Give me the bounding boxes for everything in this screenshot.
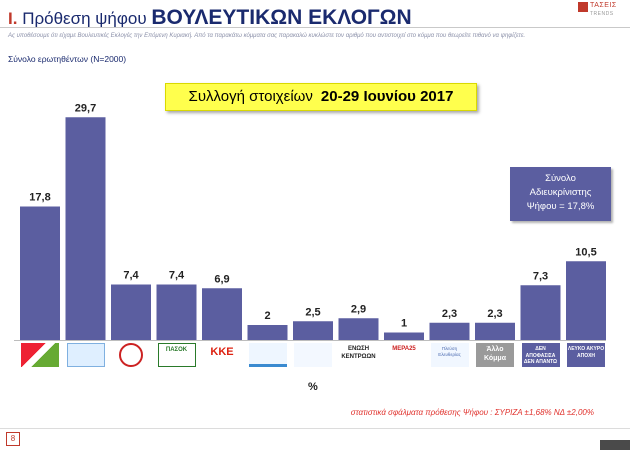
party-logo-text-10: Άλλο Κόμμα [483, 346, 507, 362]
bar-3 [156, 284, 197, 340]
bar-value-label-8: 1 [401, 318, 407, 330]
undecided-line3: Ψήφου = 17,8% [526, 201, 595, 212]
bar-value-label-1: 29,7 [75, 102, 96, 114]
bar-0 [20, 206, 60, 340]
undecided-line2: Αδιευκρίνιστης [529, 187, 592, 198]
page-number: 8 [6, 432, 20, 446]
bar-7 [338, 318, 379, 340]
undecided-total-box: Σύνολο Αδιευκρίνιστης Ψήφου = 17,8% [510, 167, 611, 221]
golden-dawn-logo-icon [119, 343, 143, 367]
title-prefix: I. [8, 9, 18, 28]
bar-value-label-0: 17,8 [29, 192, 50, 204]
header-divider [0, 27, 630, 28]
logo-name: ΤΑΣΕΙΣ [590, 2, 617, 9]
blank-label-icon: ΛΕΥΚΟ ΑΚΥΡΟ ΑΠΟΧΗ [567, 343, 605, 367]
bar-5 [247, 325, 288, 340]
bar-6 [293, 321, 333, 340]
bar-12 [566, 261, 606, 340]
undecided-line1: Σύνολο [545, 173, 576, 184]
nd-logo-icon [66, 343, 105, 367]
party-logo-text-7: ΕΝΩΣΗ ΚΕΝΤΡΩΩΝ [341, 346, 376, 360]
bar-8 [384, 332, 424, 340]
bar-value-label-4: 6,9 [214, 273, 229, 285]
party-logo-text-8: ΜΕΡΑ25 [392, 346, 416, 352]
question-note: Ας υποθέσουμε ότι είχαμε Βουλευτικές Εκλ… [8, 33, 526, 39]
bar-11 [520, 285, 561, 340]
logo-sub: TRENDS [590, 11, 614, 17]
party-logo-text-11: ΔΕΝ ΑΠΟΦΑΣΙΣΑ ΔΕΝ ΑΠΑΝΤΩ [523, 346, 558, 365]
collection-label: Συλλογή στοιχείων [188, 88, 313, 105]
bar-1 [65, 117, 106, 340]
title-big: ΒΟΥΛΕΥΤΙΚΩΝ ΕΚΛΟΓΩΝ [151, 6, 412, 29]
party-logo-text-9: Πλεύση Ελευθερίας [438, 346, 461, 357]
syriza-logo-icon [21, 343, 59, 367]
footer-divider [0, 428, 630, 429]
bar-10 [475, 322, 515, 340]
potami-logo-icon [248, 343, 287, 367]
enosi-kentroon-logo-icon: ΕΝΩΣΗ ΚΕΝΤΡΩΩΝ [339, 343, 378, 367]
error-margin-note: στατιστικά σφάλματα πρόθεσης Ψήφου : ΣΥΡ… [350, 408, 594, 417]
bar-2 [111, 284, 151, 340]
corner-bar [600, 440, 630, 450]
plefsi-logo-icon: Πλεύση Ελευθερίας [430, 343, 469, 367]
tasis-logo: ΤΑΣΕΙΣ TRENDS [578, 2, 624, 20]
bar-value-label-6: 2,5 [305, 306, 320, 318]
bar-value-label-12: 10,5 [575, 246, 596, 258]
sample-size: Σύνολο ερωτηθέντων (Ν=2000) [8, 54, 127, 64]
bar-value-label-10: 2,3 [487, 308, 502, 320]
bar-4 [202, 288, 242, 340]
title-normal: Πρόθεση ψήφου [22, 9, 147, 28]
undecided-label-icon: ΔΕΝ ΑΠΟΦΑΣΙΣΑ ΔΕΝ ΑΠΑΝΤΩ [521, 343, 560, 367]
bar-9 [429, 322, 470, 340]
brand-logo-icon [578, 2, 588, 12]
page-title: I. Πρόθεση ψήφου ΒΟΥΛΕΥΤΙΚΩΝ ΕΚΛΟΓΩΝ [8, 6, 412, 30]
bar-value-label-3: 7,4 [169, 270, 185, 282]
pasok-logo-icon: ΠΑΣΟΚ [157, 343, 196, 367]
bar-value-label-5: 2 [264, 310, 270, 322]
kke-logo-icon: KKE [203, 343, 241, 367]
x-axis-label: % [308, 381, 318, 393]
collection-dates: 20-29 Ιουνίου 2017 [320, 88, 454, 105]
anel-logo-icon [294, 343, 332, 367]
bar-value-label-11: 7,3 [533, 270, 548, 282]
other-party-icon: Άλλο Κόμμα [476, 343, 514, 367]
party-logo-text-3: ΠΑΣΟΚ [165, 347, 188, 353]
bar-value-label-7: 2,9 [351, 303, 366, 315]
bar-value-label-9: 2,3 [442, 308, 457, 320]
bar-value-label-2: 7,4 [123, 270, 139, 282]
party-logo-text-4: KKE [210, 346, 234, 358]
party-logo-text-12: ΛΕΥΚΟ ΑΚΥΡΟ ΑΠΟΧΗ [567, 346, 605, 359]
collection-dates-box: Συλλογή στοιχείων 20-29 Ιουνίου 2017 [165, 83, 477, 111]
mera25-logo-icon: ΜΕΡΑ25 [385, 343, 423, 367]
